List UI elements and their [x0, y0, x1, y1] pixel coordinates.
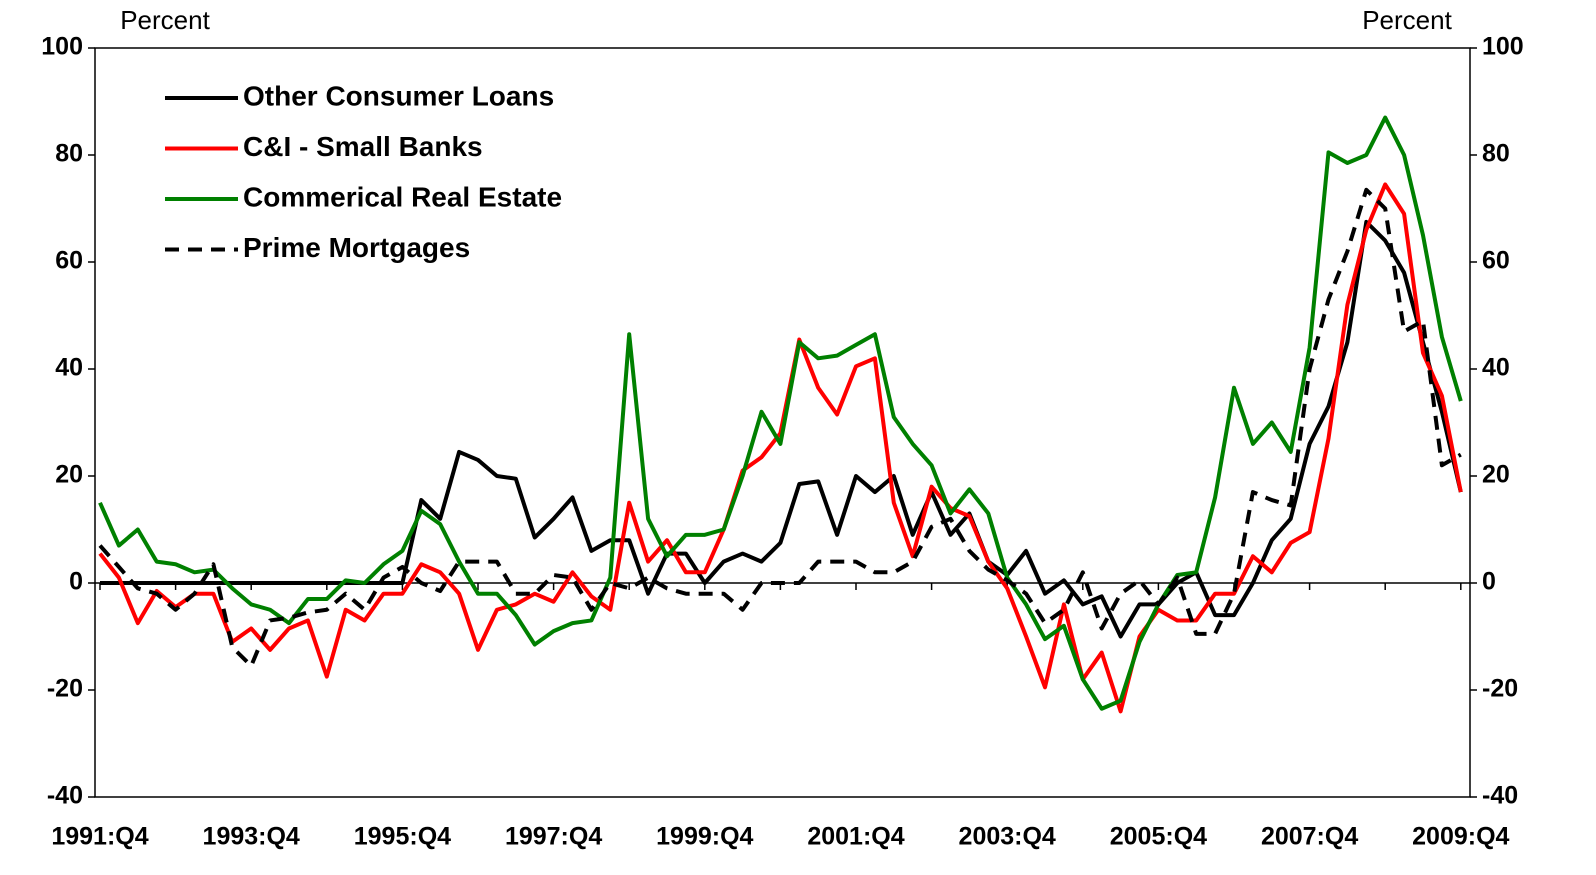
series-line	[98, 115, 1463, 711]
y2-tick-label: 0	[1482, 568, 1496, 596]
x-tick-label: 2001:Q4	[807, 823, 904, 851]
series-line	[98, 182, 1463, 714]
y2-axis-label: Percent	[1362, 5, 1452, 35]
legend-label: C&I - Small Banks	[243, 131, 483, 162]
y-tick-label: 60	[55, 247, 83, 275]
x-tick-label: 2007:Q4	[1261, 823, 1358, 851]
y-tick-label: 40	[55, 354, 83, 382]
x-tick-label: 1991:Q4	[51, 823, 148, 851]
series-line	[98, 187, 1462, 668]
y-tick-label: 0	[69, 568, 83, 596]
legend-label: Commerical Real Estate	[243, 181, 562, 212]
y2-tick-label: 80	[1482, 140, 1510, 168]
y2-tick-label: -20	[1482, 675, 1518, 703]
y2-tick-label: 40	[1482, 354, 1510, 382]
x-tick-label: 1999:Q4	[656, 823, 753, 851]
y-tick-label: -20	[47, 675, 83, 703]
y-tick-label: 20	[55, 461, 83, 489]
x-tick-label: 1995:Q4	[354, 823, 451, 851]
legend-label: Prime Mortgages	[243, 232, 470, 263]
x-tick-label: 2003:Q4	[959, 823, 1056, 851]
x-tick-label: 2005:Q4	[1110, 823, 1207, 851]
y-tick-label: 100	[41, 33, 83, 61]
y-tick-label: -40	[47, 782, 83, 810]
series-line	[100, 219, 1463, 639]
y2-tick-label: 100	[1482, 33, 1524, 61]
legend-label: Other Consumer Loans	[243, 80, 554, 111]
y2-tick-label: 60	[1482, 247, 1510, 275]
x-tick-label: 1993:Q4	[203, 823, 300, 851]
y2-tick-label: -40	[1482, 782, 1518, 810]
plot-frame	[94, 47, 1471, 798]
y2-tick-label: 20	[1482, 461, 1510, 489]
x-tick-label: 2009:Q4	[1412, 823, 1509, 851]
y-tick-label: 80	[55, 140, 83, 168]
y-axis-label: Percent	[120, 5, 210, 35]
x-tick-label: 1997:Q4	[505, 823, 602, 851]
